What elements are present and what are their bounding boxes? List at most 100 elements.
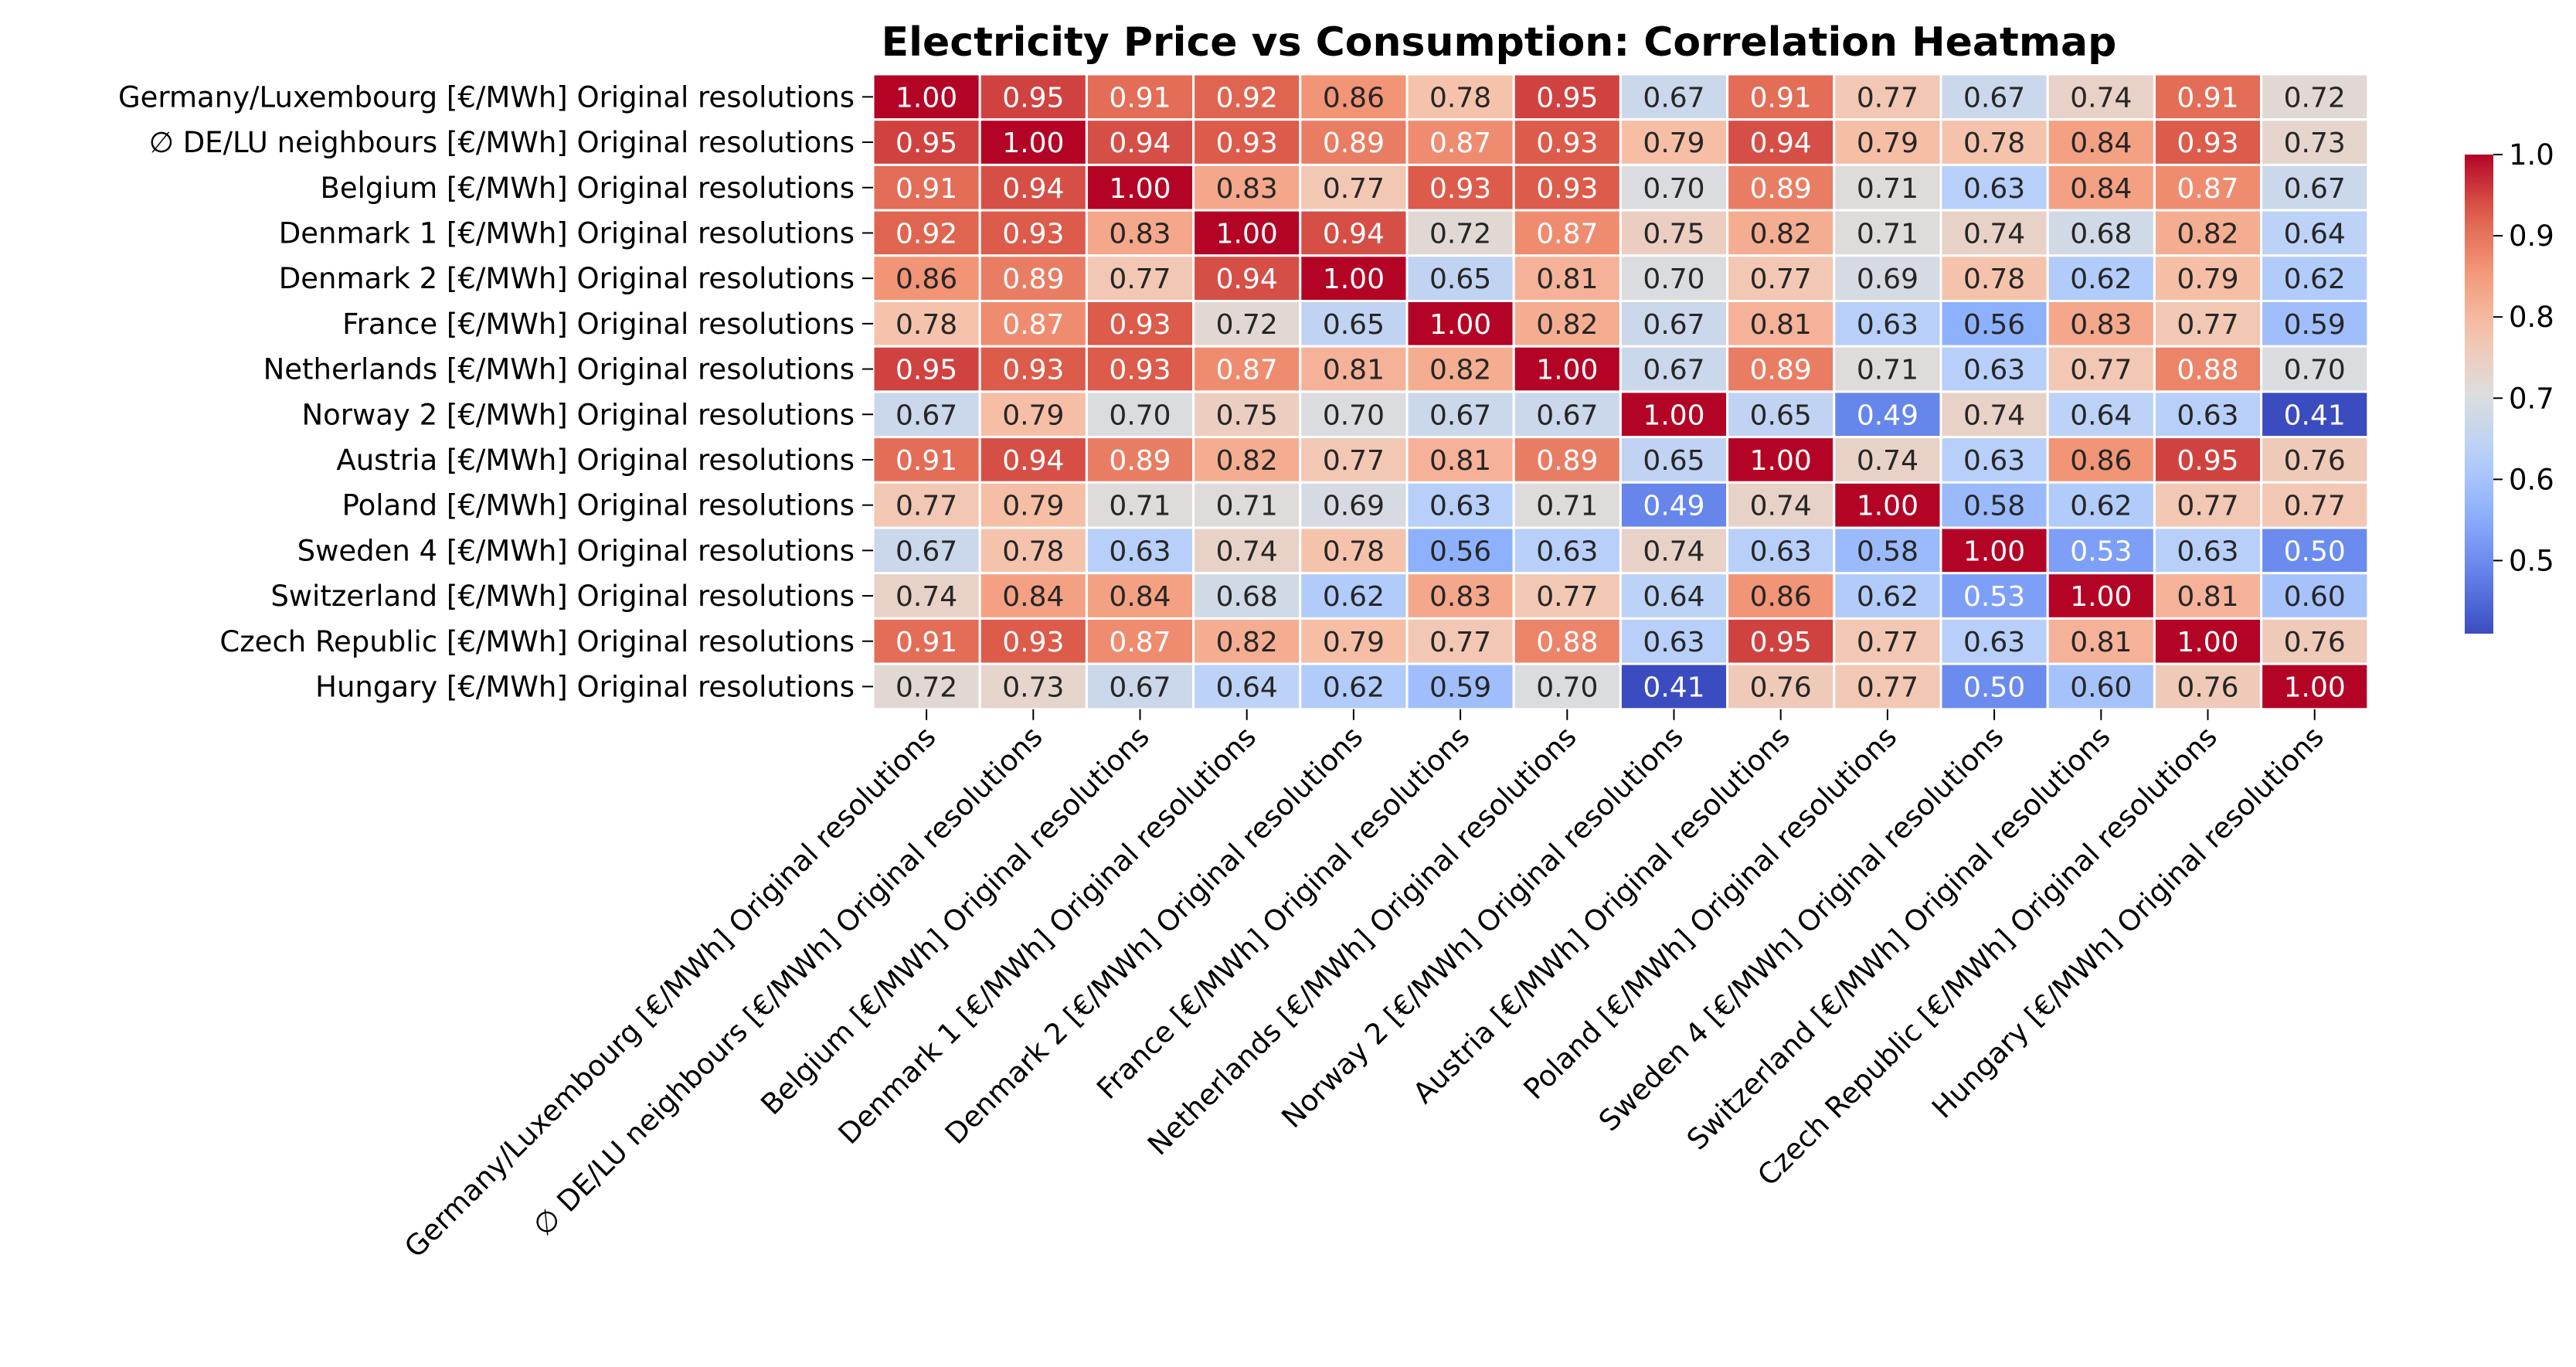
heatmap-cell-13-5 bbox=[1405, 662, 1515, 711]
heatmap-cell-10-1 bbox=[978, 526, 1088, 575]
heatmap-cell-value-10-13: 0.50 bbox=[2284, 536, 2346, 567]
row-label-0: Germany/Luxembourg [€/MWh] Original reso… bbox=[118, 80, 855, 114]
heatmap-cell-value-13-1: 0.73 bbox=[1002, 672, 1064, 703]
heatmap-cell-value-12-0: 0.91 bbox=[895, 627, 957, 658]
heatmap-cell-value-9-10: 0.58 bbox=[1963, 491, 2025, 522]
heatmap-cell-value-2-1: 0.94 bbox=[1002, 173, 1064, 205]
heatmap-cell-value-8-4: 0.77 bbox=[1323, 445, 1385, 477]
heatmap-cell-value-0-8: 0.91 bbox=[1750, 82, 1812, 114]
heatmap-cell-value-7-10: 0.74 bbox=[1963, 400, 2025, 431]
heatmap-cell-value-6-8: 0.89 bbox=[1750, 355, 1812, 386]
colorbar-tick-label-5: 1.0 bbox=[2509, 138, 2554, 172]
heatmap-cell-value-8-13: 0.76 bbox=[2284, 445, 2346, 477]
heatmap-cell-value-4-8: 0.77 bbox=[1750, 264, 1812, 295]
heatmap-cell-value-12-9: 0.77 bbox=[1857, 627, 1918, 658]
heatmap-cell-value-8-1: 0.94 bbox=[1002, 445, 1064, 477]
heatmap-cell-8-7 bbox=[1619, 436, 1729, 484]
column-label-8: Austria [€/MWh] Original resolutions bbox=[1406, 720, 1796, 1110]
heatmap-cell-7-3 bbox=[1192, 390, 1302, 439]
heatmap-cell-4-9 bbox=[1833, 254, 1942, 302]
heatmap-cell-value-8-6: 0.89 bbox=[1536, 445, 1598, 477]
row-label-7: Norway 2 [€/MWh] Original resolutions bbox=[301, 398, 855, 431]
heatmap-cell-13-4 bbox=[1299, 662, 1409, 711]
heatmap-cell-value-10-4: 0.78 bbox=[1323, 536, 1385, 567]
heatmap-cell-7-5 bbox=[1405, 390, 1515, 439]
colorbar-tick-label-2: 0.7 bbox=[2509, 382, 2554, 415]
heatmap-cell-1-5 bbox=[1405, 118, 1515, 166]
column-label-7: Norway 2 [€/MWh] Original resolutions bbox=[1276, 720, 1690, 1134]
heatmap-cell-value-12-11: 0.81 bbox=[2070, 627, 2132, 658]
heatmap-cell-value-3-1: 0.93 bbox=[1002, 218, 1064, 250]
heatmap-cell-10-7 bbox=[1619, 526, 1729, 575]
heatmap-cell-13-13 bbox=[2260, 662, 2370, 711]
heatmap-cell-value-9-2: 0.71 bbox=[1109, 491, 1171, 522]
heatmap-cell-value-8-8: 1.00 bbox=[1750, 445, 1812, 477]
heatmap-cell-value-8-7: 0.65 bbox=[1643, 445, 1704, 477]
heatmap-cell-value-2-10: 0.63 bbox=[1963, 173, 2025, 205]
heatmap-cell-0-9 bbox=[1833, 73, 1942, 121]
heatmap-cell-2-2 bbox=[1085, 163, 1195, 212]
heatmap-cell-value-5-1: 0.87 bbox=[1002, 309, 1064, 341]
heatmap-cell-value-8-0: 0.91 bbox=[895, 445, 957, 477]
heatmap-cell-value-5-2: 0.93 bbox=[1109, 309, 1171, 341]
heatmap-cell-12-13 bbox=[2260, 617, 2370, 665]
heatmap-cell-value-0-6: 0.95 bbox=[1536, 82, 1598, 114]
heatmap-cell-value-11-6: 0.77 bbox=[1536, 581, 1598, 613]
heatmap-cell-value-13-13: 1.00 bbox=[2284, 672, 2346, 703]
heatmap-cell-1-1 bbox=[978, 118, 1088, 166]
heatmap-cell-value-1-2: 0.94 bbox=[1109, 128, 1171, 159]
heatmap-cell-value-7-1: 0.79 bbox=[1002, 400, 1064, 431]
heatmap-cell-5-13 bbox=[2260, 300, 2370, 348]
heatmap-cell-value-5-12: 0.77 bbox=[2177, 309, 2238, 341]
heatmap-cell-4-2 bbox=[1085, 254, 1195, 302]
heatmap-cell-5-4 bbox=[1299, 300, 1409, 348]
heatmap-cell-value-12-12: 1.00 bbox=[2177, 627, 2238, 658]
heatmap-cell-1-6 bbox=[1512, 118, 1622, 166]
heatmap-cell-value-4-13: 0.62 bbox=[2284, 264, 2346, 295]
heatmap-cell-value-10-1: 0.78 bbox=[1002, 536, 1064, 567]
column-label-2: Belgium [€/MWh] Original resolutions bbox=[754, 720, 1155, 1121]
heatmap-cell-value-8-5: 0.81 bbox=[1429, 445, 1491, 477]
heatmap-cell-value-7-2: 0.70 bbox=[1109, 400, 1171, 431]
heatmap-cell-value-6-11: 0.77 bbox=[2070, 355, 2132, 386]
heatmap-cell-value-5-13: 0.59 bbox=[2284, 309, 2346, 341]
heatmap-cell-0-7 bbox=[1619, 73, 1729, 121]
heatmap-cell-value-10-11: 0.53 bbox=[2070, 536, 2132, 567]
heatmap-cell-8-2 bbox=[1085, 436, 1195, 484]
heatmap-cell-value-12-3: 0.82 bbox=[1216, 627, 1278, 658]
heatmap-cell-value-7-4: 0.70 bbox=[1323, 400, 1385, 431]
heatmap-cell-value-5-6: 0.82 bbox=[1536, 309, 1598, 341]
heatmap-cell-value-2-8: 0.89 bbox=[1750, 173, 1812, 205]
heatmap-cell-1-8 bbox=[1726, 118, 1836, 166]
heatmap-cell-value-9-5: 0.63 bbox=[1429, 491, 1491, 522]
heatmap-cell-6-10 bbox=[1939, 345, 2049, 393]
heatmap-cell-10-2 bbox=[1085, 526, 1195, 575]
heatmap-cell-value-11-10: 0.53 bbox=[1963, 581, 2025, 613]
heatmap-cell-value-7-8: 0.65 bbox=[1750, 400, 1812, 431]
column-label-10: Sweden 4 [€/MWh] Original resolutions bbox=[1592, 720, 2010, 1137]
heatmap-cell-13-11 bbox=[2046, 662, 2156, 711]
heatmap-cell-6-2 bbox=[1085, 345, 1195, 393]
heatmap-cell-1-7 bbox=[1619, 118, 1729, 166]
heatmap-cell-value-3-10: 0.74 bbox=[1963, 218, 2025, 250]
heatmap-cell-value-8-9: 0.74 bbox=[1857, 445, 1918, 477]
heatmap-cell-value-1-9: 0.79 bbox=[1857, 128, 1918, 159]
heatmap-cell-value-3-8: 0.82 bbox=[1750, 218, 1812, 250]
heatmap-cell-value-9-1: 0.79 bbox=[1002, 491, 1064, 522]
heatmap-cell-0-11 bbox=[2046, 73, 2156, 121]
heatmap-cell-value-6-6: 1.00 bbox=[1536, 355, 1598, 386]
heatmap-cell-value-1-6: 0.93 bbox=[1536, 128, 1598, 159]
heatmap-cell-value-7-3: 0.75 bbox=[1216, 400, 1278, 431]
heatmap-cell-value-2-7: 0.70 bbox=[1643, 173, 1704, 205]
heatmap-cell-13-10 bbox=[1939, 662, 2049, 711]
heatmap-cell-7-13 bbox=[2260, 390, 2370, 439]
heatmap-cell-5-10 bbox=[1939, 300, 2049, 348]
heatmap-cell-value-2-5: 0.93 bbox=[1429, 173, 1491, 205]
heatmap-cell-value-1-13: 0.73 bbox=[2284, 128, 2346, 159]
heatmap-cell-value-1-7: 0.79 bbox=[1643, 128, 1704, 159]
heatmap-cell-value-9-13: 0.77 bbox=[2284, 491, 2346, 522]
heatmap-cell-value-12-2: 0.87 bbox=[1109, 627, 1171, 658]
heatmap-cell-value-10-8: 0.63 bbox=[1750, 536, 1812, 567]
heatmap-cell-value-10-5: 0.56 bbox=[1429, 536, 1491, 567]
heatmap-cell-value-3-2: 0.83 bbox=[1109, 218, 1171, 250]
